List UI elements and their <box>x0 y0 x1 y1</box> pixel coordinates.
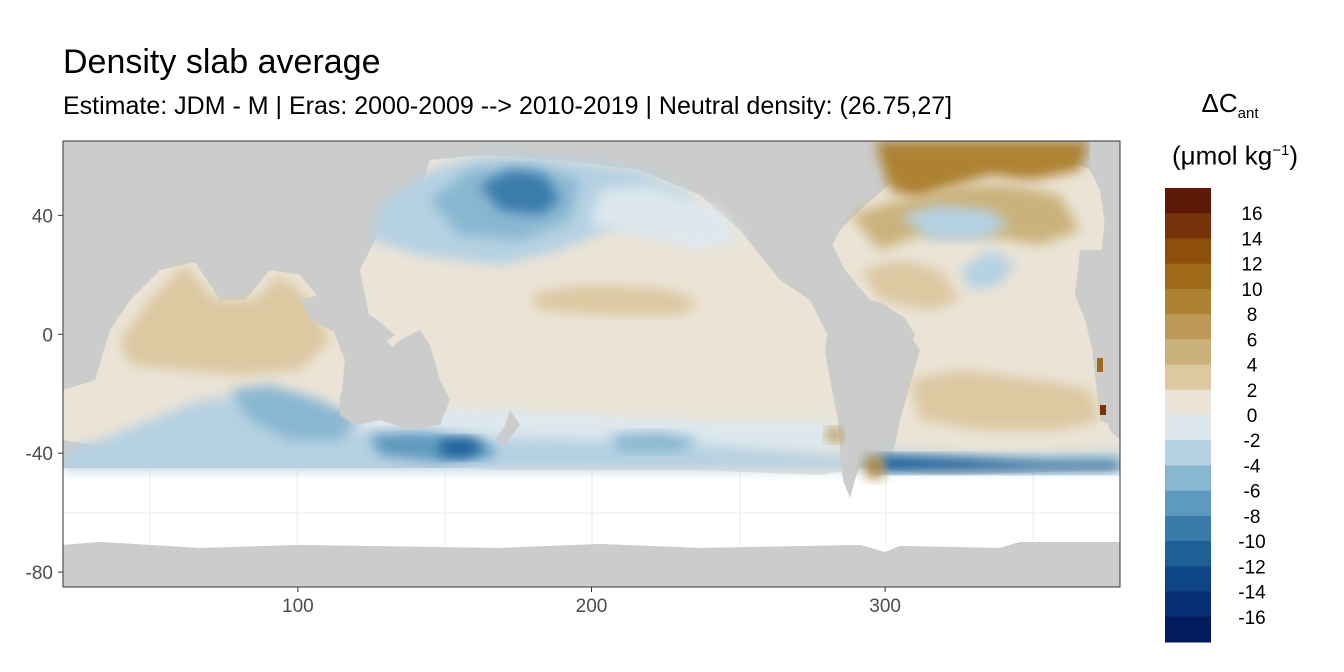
southern-ocean-blue <box>63 395 1120 470</box>
legend-tick-label: 6 <box>1247 330 1258 351</box>
labrador-sea-positive <box>875 141 1090 200</box>
legend-color-swatch <box>1165 263 1211 290</box>
legend-color-swatch <box>1165 515 1211 542</box>
chart-title: Density slab average <box>63 43 381 81</box>
legend-tick-label: -10 <box>1238 532 1265 553</box>
north-pacific-core <box>480 170 560 215</box>
mid-atlantic-blue <box>960 250 1015 290</box>
africa-coastal-spot-dark <box>1100 405 1106 415</box>
x-axis: 100 200 300 <box>282 587 901 617</box>
legend-color-swatch <box>1165 541 1211 567</box>
north-pacific-light <box>590 185 740 250</box>
legend-tick-label: 12 <box>1241 255 1262 276</box>
y-tick-label: -80 <box>26 563 53 584</box>
legend-tick-label: 8 <box>1247 305 1258 326</box>
legend-color-swatch <box>1165 415 1211 441</box>
y-tick-label: 40 <box>32 206 53 227</box>
legend-color-swatch <box>1165 616 1211 643</box>
legend-color-swatch <box>1165 188 1211 214</box>
y-axis: 40 0 -40 -80 <box>26 206 63 584</box>
legend-color-swatch <box>1165 566 1211 593</box>
new-zealand <box>495 410 520 445</box>
south-australia-core <box>440 438 485 458</box>
north-america <box>700 141 870 290</box>
legend-tick-label: -12 <box>1238 557 1265 578</box>
australia <box>340 330 450 430</box>
legend-tick-label: 0 <box>1247 406 1258 427</box>
legend-color-swatch <box>1165 591 1211 618</box>
legend-color-swatch <box>1165 364 1211 391</box>
legend-color-swatch <box>1165 440 1211 466</box>
africa-coastal-spot <box>1097 358 1103 372</box>
legend-tick-label: -2 <box>1244 431 1261 452</box>
indian-ocean-arabian-sea <box>120 265 330 375</box>
legend-tick-label: -14 <box>1238 583 1266 604</box>
north-atlantic-blue-patch <box>900 205 1010 240</box>
legend-color-swatch <box>1165 465 1211 492</box>
legend-color-swatch <box>1165 238 1211 265</box>
legend-color-swatch <box>1165 490 1211 517</box>
legend-labels: 16 14 12 10 8 6 4 2 0 -2 -4 -6 -8 -10 -12 -14 -16 <box>1238 204 1266 629</box>
drake-passage-dark <box>880 455 1120 472</box>
asia <box>63 141 440 380</box>
legend-color-swatch <box>1165 314 1211 340</box>
legend-color-swatch <box>1165 389 1211 416</box>
map-panel <box>63 141 1120 587</box>
legend-tick-label: 16 <box>1241 204 1262 225</box>
chile-spot <box>826 428 842 442</box>
legend-tick-label: 4 <box>1247 356 1258 377</box>
legend-colorbar <box>1165 188 1211 643</box>
y-tick-label: 0 <box>42 325 53 346</box>
legend-color-swatch <box>1165 288 1211 315</box>
grid-lines <box>63 468 1120 545</box>
patagonia-spot <box>862 455 885 480</box>
equatorial-tan-band <box>530 285 700 315</box>
x-tick-label: 100 <box>282 596 314 617</box>
legend-tick-label: 14 <box>1241 229 1263 250</box>
maritime-continent <box>300 292 395 345</box>
greenland <box>1090 141 1120 230</box>
atlantic-tan-band <box>860 260 960 310</box>
legend-title: ΔCant <box>1201 88 1259 123</box>
legend-color-swatch <box>1165 339 1211 366</box>
x-tick-label: 300 <box>869 596 901 617</box>
y-tick-label: -40 <box>26 444 53 465</box>
africa <box>1075 250 1120 440</box>
legend-tick-label: -16 <box>1238 608 1265 629</box>
south-atlantic-beige <box>910 370 1100 430</box>
legend-tick-label: -6 <box>1244 482 1261 503</box>
legend-tick-label: 2 <box>1247 381 1258 402</box>
legend-unit: (μmol kg−1) <box>1172 140 1298 171</box>
antarctica <box>63 542 1120 587</box>
legend-color-swatch <box>1165 213 1211 239</box>
legend-tick-label: -8 <box>1244 507 1261 528</box>
chart-subtitle: Estimate: JDM - M | Eras: 2000-2009 --> … <box>63 92 953 120</box>
x-tick-label: 200 <box>576 596 608 617</box>
southern-indian-blue <box>230 385 360 440</box>
south-america <box>825 298 915 498</box>
south-pacific-patch <box>610 432 700 452</box>
legend-tick-label: -4 <box>1244 456 1261 477</box>
legend-tick-label: 10 <box>1241 280 1262 301</box>
